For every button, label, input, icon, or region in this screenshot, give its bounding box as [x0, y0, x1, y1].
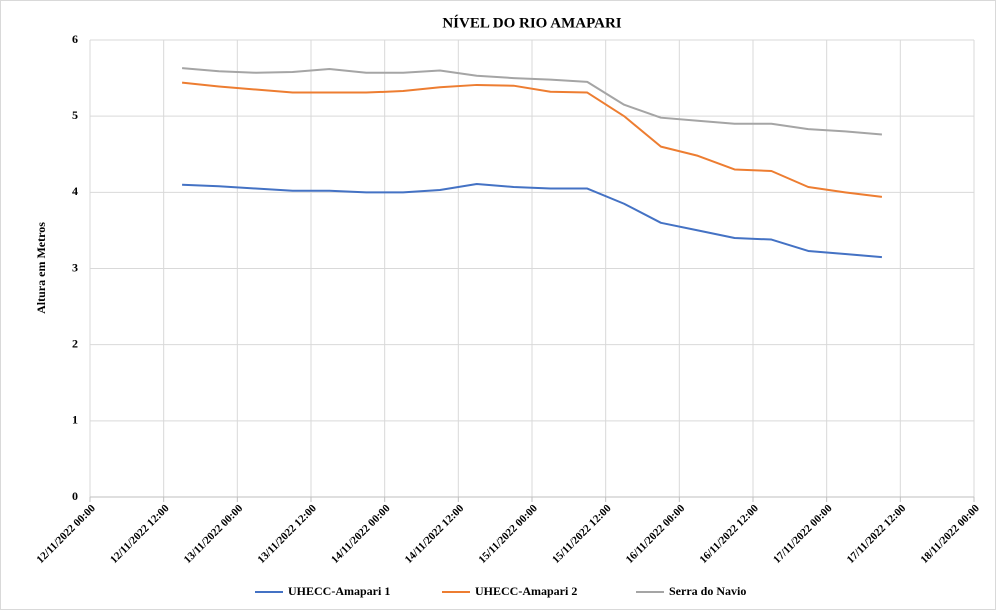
- y-tick-label: 0: [72, 489, 78, 503]
- line-series: [182, 67, 882, 136]
- legend-label: UHECC-Amapari 2: [475, 584, 577, 598]
- y-tick-label: 3: [72, 260, 78, 274]
- line-series: [182, 182, 882, 259]
- y-tick-label: 4: [72, 184, 78, 198]
- y-tick-label: 1: [72, 413, 78, 427]
- legend-label: UHECC-Amapari 1: [288, 584, 390, 598]
- y-tick-label: 2: [72, 336, 78, 350]
- legend-label: Serra do Navio: [669, 584, 746, 598]
- line-series: [181, 81, 883, 198]
- y-tick-label: 6: [72, 32, 78, 46]
- y-axis-label: Altura em Metros: [34, 222, 48, 314]
- chart-title: NÍVEL DO RIO AMAPARI: [442, 14, 621, 31]
- y-tick-label: 5: [72, 108, 78, 122]
